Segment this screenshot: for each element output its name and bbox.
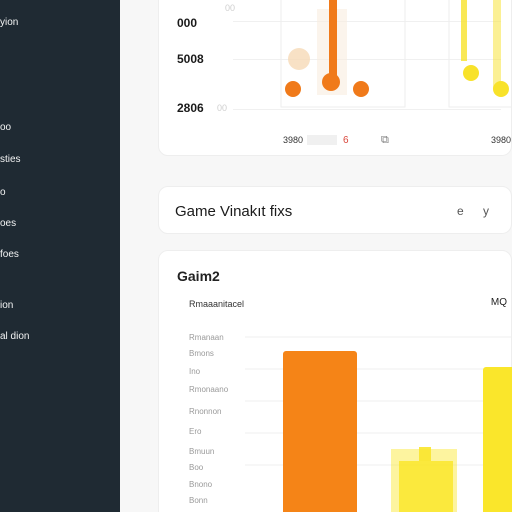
orange-line [329, 0, 337, 77]
row-label: Rmanaan [189, 333, 224, 342]
page-title: Game Vinakıt fixs [175, 203, 293, 220]
row-label: Rnonnon [189, 407, 222, 416]
gridline [233, 21, 501, 22]
chevron-down-icon[interactable]: y [483, 204, 497, 218]
yellow-point [463, 65, 479, 81]
top-chart-card: 000 00 5008 2806 00 3980 6 ⧉ 398 [158, 0, 512, 156]
orange-point [353, 81, 369, 97]
gridline [233, 109, 501, 110]
row-label: Rmonaano [189, 385, 229, 394]
chart-footer-accent: 6 [343, 135, 349, 146]
y-tick-suffix: 00 [225, 3, 236, 13]
chart-footer-left: 3980 [283, 135, 304, 145]
row-label: Bmuun [189, 447, 215, 456]
title-actions: e y [457, 204, 497, 218]
top-chart-plot [280, 0, 512, 108]
row-label: Ero [189, 427, 202, 436]
sidebar-item-5[interactable]: oes [0, 218, 17, 229]
yellow-bar-cap [419, 447, 431, 461]
chart-subtitle-right: MQ [490, 297, 507, 308]
sidebar-item-7[interactable]: ion [0, 300, 14, 311]
footer-pill [307, 135, 337, 145]
edit-icon[interactable]: e [456, 204, 472, 218]
orange-bar [283, 351, 357, 512]
yellow-line [493, 0, 501, 89]
row-label: Boo [189, 463, 204, 472]
orange-point [322, 73, 340, 91]
chart-box [448, 0, 512, 108]
chart-box [280, 0, 406, 108]
y-tick-suffix: 00 [217, 103, 228, 113]
chart-subtitle: Rmaaanitacel [189, 299, 245, 309]
yellow-bar [399, 461, 453, 512]
y-tick-label: 000 [177, 16, 198, 30]
sidebar-item-3[interactable]: sties [0, 154, 21, 165]
row-label: Bnono [189, 480, 213, 489]
sidebar-item-1[interactable]: yion [0, 17, 19, 28]
main-content: 000 00 5008 2806 00 3980 6 ⧉ 398 [120, 0, 512, 512]
y-tick-label: 5008 [177, 52, 204, 66]
section-title: Gaim2 [177, 268, 220, 284]
sidebar-item-6[interactable]: foes [0, 249, 19, 260]
row-label: Ino [189, 367, 201, 376]
row-label: Bonn [189, 496, 208, 505]
sidebar-item-4[interactable]: o [0, 187, 6, 198]
yellow-line [461, 0, 467, 61]
gridline [233, 59, 501, 60]
chart-footer-right: 3980 [491, 135, 512, 145]
orange-point [285, 81, 301, 97]
yellow-point [493, 81, 509, 97]
y-tick-label: 2806 [177, 101, 204, 115]
bar-chart-plot [245, 336, 512, 512]
sidebar-item-8[interactable]: al dion [0, 331, 30, 342]
sidebar: yion oo sties o oes foes ion al dion [0, 0, 120, 512]
sidebar-item-2[interactable]: oo [0, 122, 12, 133]
bottom-chart-card: Gaim2 Rmaaanitacel MQ Rmanaan Bmons Ino Rmo… [158, 250, 512, 512]
yellow-bar-tall [483, 367, 512, 512]
peach-point [288, 48, 310, 70]
copy-icon[interactable]: ⧉ [381, 134, 389, 146]
row-label: Bmons [189, 349, 214, 358]
title-bar-card: Game Vinakıt fixs e y [158, 186, 512, 234]
